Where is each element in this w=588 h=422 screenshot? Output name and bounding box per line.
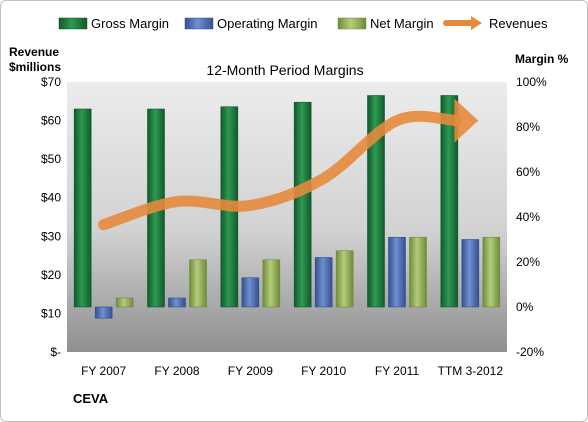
bar-operating-margin — [94, 306, 113, 319]
legend-swatch-operating-margin — [184, 17, 214, 30]
left-tick-label: $20 — [41, 268, 61, 282]
bar-net-margin — [482, 236, 501, 308]
bar-operating-margin — [388, 236, 406, 308]
chart-title: 12-Month Period Margins — [206, 62, 363, 78]
bar-operating-margin — [461, 239, 480, 308]
bar-gross-margin — [367, 95, 385, 308]
right-tick-label: 60% — [516, 165, 540, 179]
right-tick-label: -20% — [516, 345, 544, 359]
legend-item-net-margin: Net Margin — [337, 16, 434, 31]
right-axis-title: Margin % — [515, 52, 569, 66]
left-tick-label: $70 — [41, 75, 61, 89]
bar-operating-margin — [168, 297, 186, 308]
left-tick-label: $30 — [41, 229, 61, 243]
category-label: FY 2011 — [375, 364, 420, 378]
bar-net-margin — [189, 259, 207, 308]
bar-net-margin — [115, 297, 134, 308]
left-tick-label: $60 — [41, 114, 61, 128]
left-tick-label: $10 — [41, 306, 61, 320]
legend: Gross Margin Operating Margin Net Margin… — [58, 16, 548, 31]
revenue-series — [98, 98, 479, 231]
legend-label-operating-margin: Operating Margin — [217, 16, 317, 31]
legend-item-gross-margin: Gross Margin — [58, 16, 169, 31]
legend-label-net-margin: Net Margin — [370, 16, 434, 31]
revenue-arrowhead — [454, 98, 479, 143]
legend-arrow-revenues — [471, 16, 482, 30]
legend-label-gross-margin: Gross Margin — [91, 16, 169, 31]
right-tick-label: 0% — [516, 300, 534, 314]
right-axis-ticks: -20% 0% 20% 40% 60% 80% 100% — [516, 75, 547, 359]
left-tick-label: $50 — [41, 152, 61, 166]
category-label: TTM 3-2012 — [438, 364, 504, 378]
right-tick-label: 100% — [516, 75, 547, 89]
revenue-line — [98, 110, 462, 231]
right-tick-label: 20% — [516, 255, 540, 269]
right-tick-label: 40% — [516, 210, 540, 224]
bar-gross-margin — [440, 95, 459, 308]
right-tick-label: 80% — [516, 120, 540, 134]
company-label: CEVA — [73, 391, 109, 406]
legend-item-operating-margin: Operating Margin — [184, 16, 317, 31]
legend-label-revenues: Revenues — [489, 16, 548, 31]
category-label: FY 2009 — [228, 364, 273, 378]
bar-operating-margin — [241, 277, 260, 308]
bar-net-margin — [409, 236, 427, 308]
left-tick-label: $40 — [41, 191, 61, 205]
category-label: FY 2010 — [301, 364, 346, 378]
left-axis-title-line2: $millions — [9, 60, 61, 74]
bar-gross-margin — [293, 101, 312, 308]
left-axis-title-line1: Revenue — [9, 45, 59, 59]
legend-item-revenues: Revenues — [443, 16, 548, 31]
bar-gross-margin — [73, 108, 92, 308]
category-labels: FY 2007 FY 2008 FY 2009 FY 2010 FY 2011 TTM 3… — [81, 364, 503, 378]
left-axis-ticks: $- $10 $20 $30 $40 $50 $60 $70 — [41, 75, 61, 359]
legend-swatch-net-margin — [337, 17, 367, 30]
legend-swatch-gross-margin — [58, 17, 88, 30]
bar-net-margin — [335, 250, 354, 308]
category-label: FY 2007 — [81, 364, 126, 378]
bar-net-margin — [262, 259, 281, 308]
category-label: FY 2008 — [154, 364, 199, 378]
left-tick-label: $- — [50, 345, 61, 359]
bar-operating-margin — [314, 257, 333, 308]
